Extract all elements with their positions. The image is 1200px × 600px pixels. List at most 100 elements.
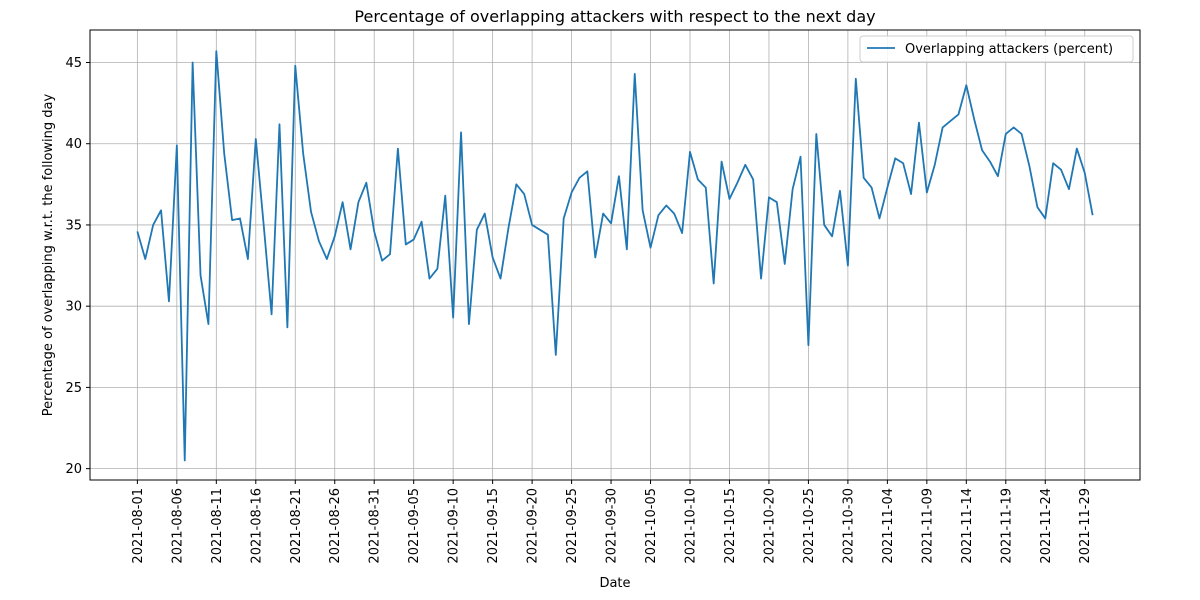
- data-point: [381, 259, 383, 261]
- data-point: [420, 220, 422, 222]
- data-point: [934, 164, 936, 166]
- data-point: [262, 224, 264, 226]
- data-point: [855, 78, 857, 80]
- x-tick-label: 2021-08-01: [131, 488, 146, 564]
- data-point: [476, 229, 478, 231]
- data-point: [160, 209, 162, 211]
- data-point: [191, 61, 193, 63]
- x-tick-label: 2021-10-20: [762, 488, 777, 564]
- data-point: [239, 217, 241, 219]
- x-tick-label: 2021-08-21: [289, 488, 304, 564]
- data-point: [523, 193, 525, 195]
- x-tick-label: 2021-11-14: [960, 488, 975, 564]
- data-point: [1005, 133, 1007, 135]
- data-point: [870, 186, 872, 188]
- data-point: [531, 224, 533, 226]
- y-tick-label: 25: [65, 381, 82, 396]
- data-point: [286, 326, 288, 328]
- y-tick-label: 20: [65, 462, 82, 477]
- data-point: [341, 201, 343, 203]
- data-point: [744, 164, 746, 166]
- data-point: [507, 227, 509, 229]
- data-point: [634, 73, 636, 75]
- data-point: [752, 178, 754, 180]
- x-tick-label: 2021-11-19: [999, 488, 1014, 564]
- x-tick-label: 2021-09-25: [565, 488, 580, 564]
- data-point: [594, 256, 596, 258]
- series-line: [136, 50, 1094, 462]
- data-point: [436, 268, 438, 270]
- data-point: [334, 235, 336, 237]
- data-point: [136, 230, 138, 232]
- data-point: [452, 316, 454, 318]
- x-tick-label: 2021-08-26: [328, 488, 343, 564]
- data-point: [231, 219, 233, 221]
- data-point: [255, 138, 257, 140]
- data-point: [791, 188, 793, 190]
- data-point: [618, 175, 620, 177]
- data-point: [168, 300, 170, 302]
- grid-lines: [90, 30, 1140, 480]
- data-point: [799, 156, 801, 158]
- y-axis-label: Percentage of overlapping w.r.t. the fol…: [41, 93, 56, 416]
- x-tick-label: 2021-10-25: [802, 488, 817, 564]
- data-point: [918, 121, 920, 123]
- data-point: [555, 354, 557, 356]
- x-tick-label: 2021-09-10: [447, 488, 462, 564]
- data-point: [736, 182, 738, 184]
- data-point: [397, 147, 399, 149]
- data-point: [720, 160, 722, 162]
- data-point: [389, 253, 391, 255]
- data-point: [847, 264, 849, 266]
- data-point: [515, 183, 517, 185]
- data-point: [199, 274, 201, 276]
- x-tick-label: 2021-08-31: [368, 488, 383, 564]
- data-point: [184, 459, 186, 461]
- data-point: [823, 224, 825, 226]
- x-tick-label: 2021-09-30: [605, 488, 620, 564]
- legend-box: [859, 35, 1134, 63]
- data-point: [712, 282, 714, 284]
- data-point: [539, 229, 541, 231]
- data-point: [294, 65, 296, 67]
- x-tick-label: 2021-11-29: [1078, 488, 1093, 564]
- data-point: [728, 198, 730, 200]
- x-tick-label: 2021-11-09: [920, 488, 935, 564]
- data-point: [562, 217, 564, 219]
- data-point: [886, 186, 888, 188]
- data-point: [965, 84, 967, 86]
- data-point: [1068, 188, 1070, 190]
- data-point: [657, 214, 659, 216]
- data-point: [365, 182, 367, 184]
- x-tick-label: 2021-10-10: [684, 488, 699, 564]
- data-point: [468, 323, 470, 325]
- data-point: [357, 201, 359, 203]
- legend-label: Overlapping attackers (percent): [905, 42, 1113, 57]
- data-point: [784, 263, 786, 265]
- data-point: [997, 175, 999, 177]
- data-point: [499, 277, 501, 279]
- y-axis-ticks: 20 25 30 35 40 45: [65, 56, 90, 477]
- legend: Overlapping attackers (percent): [859, 35, 1134, 63]
- data-point: [602, 212, 604, 214]
- data-point: [405, 243, 407, 245]
- data-point: [1028, 165, 1030, 167]
- x-tick-label: 2021-09-20: [526, 488, 541, 564]
- data-point: [1052, 162, 1054, 164]
- x-tick-label: 2021-10-15: [723, 488, 738, 564]
- data-point: [768, 196, 770, 198]
- x-tick-label: 2021-09-15: [486, 488, 501, 564]
- data-point: [460, 131, 462, 133]
- data-point: [144, 258, 146, 260]
- x-tick-label: 2021-10-30: [841, 488, 856, 564]
- data-point: [681, 232, 683, 234]
- data-point: [831, 235, 833, 237]
- y-tick-label: 35: [65, 218, 82, 233]
- x-tick-label: 2021-08-06: [170, 488, 185, 564]
- y-tick-label: 40: [65, 137, 82, 152]
- data-point: [310, 211, 312, 213]
- chart-title: Percentage of overlapping attackers with…: [354, 7, 875, 26]
- data-point: [270, 313, 272, 315]
- data-point: [302, 152, 304, 154]
- data-point: [1020, 133, 1022, 135]
